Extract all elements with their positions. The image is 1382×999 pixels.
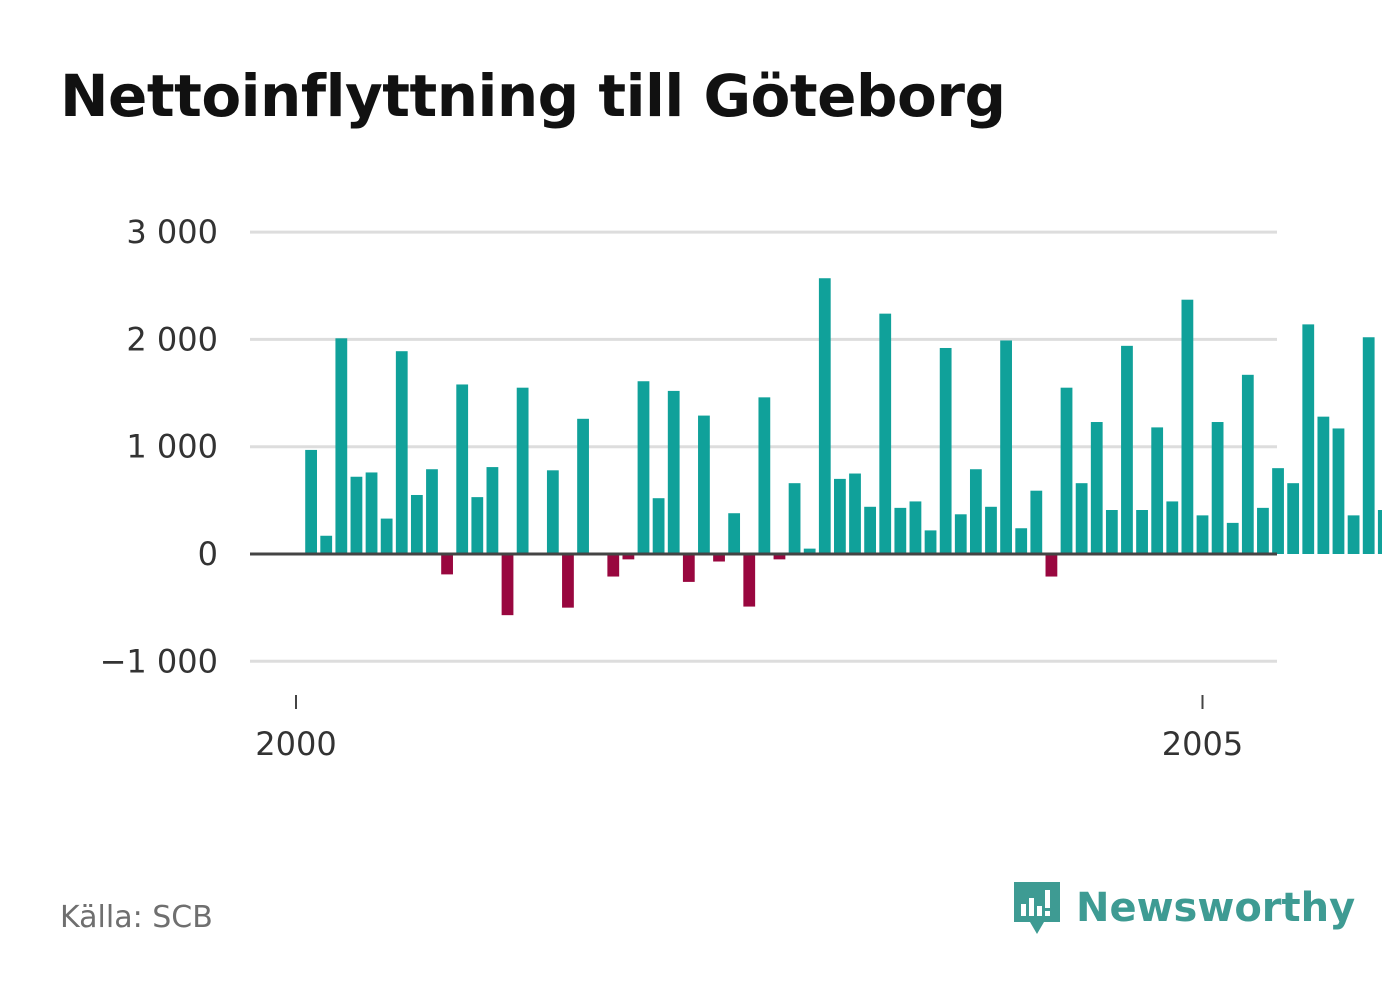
bar <box>1121 345 1133 554</box>
bar <box>849 473 861 554</box>
bar <box>713 554 725 562</box>
bar <box>577 418 589 554</box>
bar <box>1211 422 1224 554</box>
newsworthy-logo[interactable]: Newsworthy <box>1010 878 1355 938</box>
bar <box>985 506 997 554</box>
bar <box>441 554 453 575</box>
bar <box>758 397 771 554</box>
bar <box>1105 510 1118 554</box>
bar <box>1090 422 1103 554</box>
bar <box>350 476 363 554</box>
bar <box>818 278 831 554</box>
bar <box>410 494 423 554</box>
bar <box>516 387 529 554</box>
y-axis-ticks: 3 000 2 000 1 000 0 −1 000 <box>100 213 218 680</box>
bars <box>305 278 1382 616</box>
bar <box>879 313 892 554</box>
bar <box>969 469 982 554</box>
bar <box>486 467 499 554</box>
y-tick-label: 3 000 <box>126 213 218 251</box>
bar <box>1362 337 1375 554</box>
bar <box>622 554 635 560</box>
bar <box>426 469 438 554</box>
bar <box>1377 510 1382 554</box>
bar <box>1075 483 1088 554</box>
bar <box>305 449 318 554</box>
bar <box>1332 428 1345 554</box>
bar <box>1030 490 1043 554</box>
bar <box>1272 468 1284 554</box>
bar <box>788 483 801 554</box>
bar <box>320 535 333 554</box>
bar <box>501 554 514 616</box>
bar <box>667 390 680 554</box>
bar <box>728 513 741 554</box>
y-tick-label: 0 <box>198 535 218 573</box>
y-tick-label: 1 000 <box>126 428 218 466</box>
bar <box>1347 515 1360 554</box>
y-tick-label: −1 000 <box>100 642 218 680</box>
bar <box>939 347 952 554</box>
bar <box>1015 528 1028 554</box>
bar <box>1151 427 1164 554</box>
bar <box>1136 510 1148 554</box>
x-tick-label: 2005 <box>1162 725 1243 763</box>
bar <box>365 472 378 554</box>
bar <box>607 554 620 577</box>
newsworthy-logo-icon <box>1014 882 1060 934</box>
bar <box>864 506 877 554</box>
bar <box>894 507 907 554</box>
bar <box>1060 387 1073 554</box>
bar <box>1181 299 1194 554</box>
bar <box>803 548 816 554</box>
bar <box>924 530 937 554</box>
bar <box>562 554 574 608</box>
chart-title: Nettoinflyttning till Göteborg <box>60 62 1006 130</box>
bar <box>637 381 650 554</box>
bar <box>456 384 469 554</box>
bar <box>909 501 922 554</box>
bar <box>1302 324 1315 554</box>
y-tick-label: 2 000 <box>126 320 218 358</box>
bar <box>834 478 846 554</box>
bar <box>682 554 695 582</box>
x-axis-ticks: 200020052010201520202025 <box>255 695 1243 763</box>
bar <box>1317 416 1330 554</box>
bar <box>1287 483 1300 554</box>
bar <box>1000 340 1012 554</box>
bar <box>743 554 756 607</box>
x-tick-label: 2000 <box>255 725 336 763</box>
bar <box>1045 554 1058 577</box>
bar <box>1196 515 1209 554</box>
bar <box>1241 374 1254 554</box>
bar <box>1166 501 1179 554</box>
bar <box>698 415 710 554</box>
brand-name: Newsworthy <box>1076 885 1356 931</box>
bar <box>395 351 408 554</box>
bar <box>954 514 967 554</box>
bar <box>471 497 484 554</box>
bar <box>335 338 348 554</box>
bar <box>1257 507 1269 554</box>
bar <box>546 470 559 554</box>
bar <box>652 498 665 554</box>
bar <box>380 518 393 554</box>
bar <box>773 554 786 560</box>
source-note: Källa: SCB <box>60 900 213 935</box>
bar <box>1226 522 1239 554</box>
